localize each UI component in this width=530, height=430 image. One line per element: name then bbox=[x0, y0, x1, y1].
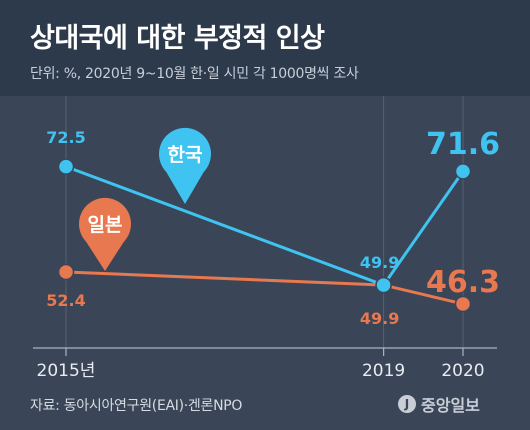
publisher-logo: J 중앙일보 bbox=[398, 393, 480, 415]
data-label-japan: 46.3 bbox=[426, 265, 500, 300]
data-point-japan bbox=[454, 295, 472, 313]
series-line-japan bbox=[65, 270, 464, 306]
data-label-korea: 49.9 bbox=[360, 253, 399, 272]
source-note: 자료: 동아시아연구원(EAI)·겐론NPO bbox=[30, 398, 243, 414]
data-point-japan bbox=[57, 263, 75, 281]
data-label-korea: 72.5 bbox=[46, 128, 85, 147]
korea-pin-icon bbox=[159, 127, 211, 204]
japan-legend-label: 일본 bbox=[88, 214, 123, 236]
logo-text: 중앙일보 bbox=[421, 396, 480, 415]
chart-title: 상대국에 대한 부정적 인상 bbox=[30, 23, 325, 54]
logo-mark-icon: J bbox=[398, 395, 416, 413]
header: 상대국에 대한 부정적 인상 단위: %, 2020년 9~10월 한·일 시민… bbox=[0, 0, 530, 96]
data-point-korea bbox=[57, 158, 75, 175]
data-point-korea bbox=[375, 276, 392, 294]
chart-subtitle: 단위: %, 2020년 9~10월 한·일 시민 각 1000명씩 조사 bbox=[30, 66, 359, 82]
x-tick-label: 2015년 bbox=[37, 361, 96, 381]
data-label-japan: 49.9 bbox=[360, 309, 399, 328]
data-label-japan: 52.4 bbox=[46, 291, 85, 310]
x-tick-label: 2019 bbox=[362, 361, 405, 381]
korea-legend-label: 한국 bbox=[168, 144, 203, 166]
x-tick-label: 2020 bbox=[441, 361, 484, 381]
japan-pin-icon bbox=[79, 197, 131, 271]
data-point-korea bbox=[454, 163, 472, 180]
data-label-korea: 71.6 bbox=[426, 127, 500, 162]
